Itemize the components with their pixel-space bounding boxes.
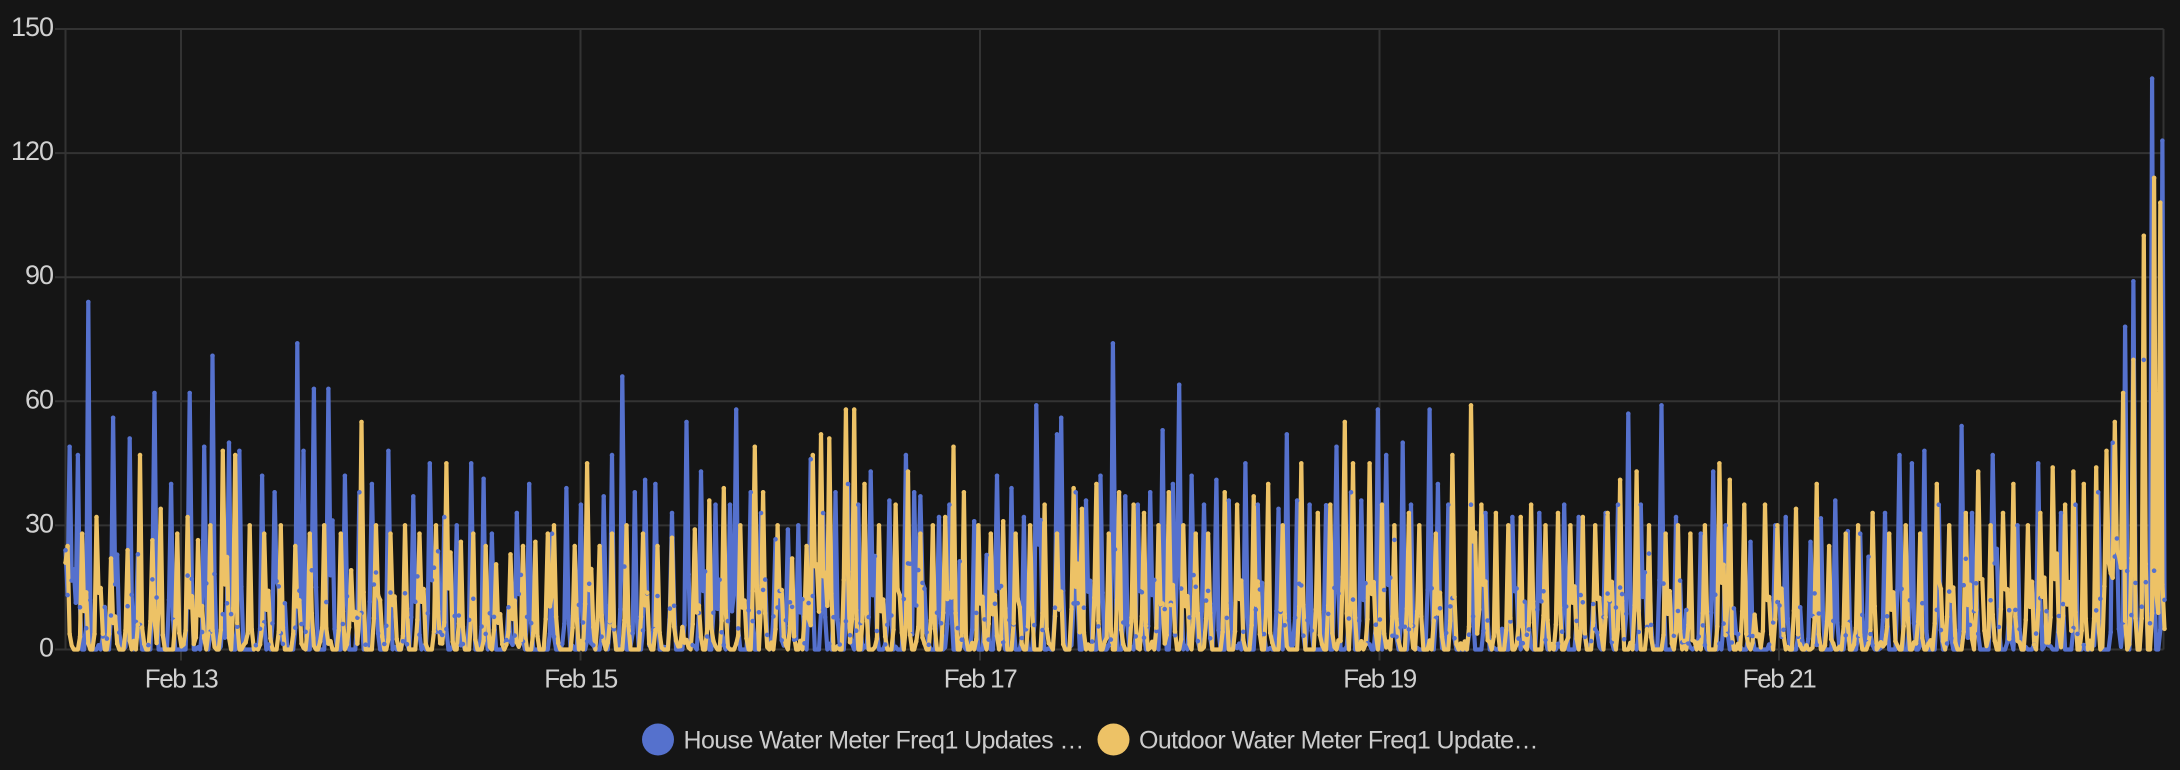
svg-text:Feb 17: Feb 17	[944, 664, 1017, 694]
svg-text:House Water Meter Freq1 Update: House Water Meter Freq1 Updates …	[684, 727, 1084, 755]
svg-text:90: 90	[25, 260, 53, 290]
svg-text:60: 60	[25, 384, 53, 414]
svg-text:120: 120	[11, 136, 53, 166]
svg-text:0: 0	[39, 633, 53, 663]
svg-text:150: 150	[11, 12, 53, 42]
svg-text:Feb 15: Feb 15	[544, 664, 617, 694]
svg-text:30: 30	[25, 508, 53, 538]
svg-text:Feb 13: Feb 13	[145, 664, 218, 694]
svg-text:Outdoor Water Meter Freq1 Upda: Outdoor Water Meter Freq1 Update…	[1139, 727, 1538, 755]
svg-text:Feb 21: Feb 21	[1743, 664, 1816, 694]
svg-text:Feb 19: Feb 19	[1343, 664, 1416, 694]
